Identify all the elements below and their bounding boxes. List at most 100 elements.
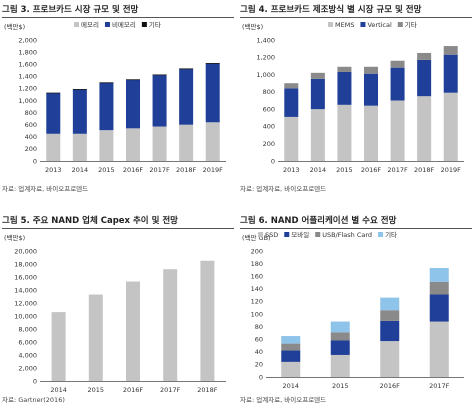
bar-segment: [364, 66, 378, 74]
legend-label: 기타: [149, 20, 161, 29]
y-tick-label: 200: [25, 145, 37, 153]
legend-swatch: [284, 232, 290, 237]
x-tick-label: 2013: [283, 166, 300, 174]
bar-segment: [380, 297, 400, 311]
bar-segment: [179, 69, 194, 125]
y-tick-label: 1,400: [18, 73, 37, 81]
bar-segment: [380, 310, 400, 321]
bar-segment: [46, 133, 61, 161]
y-axis-label: (백만$): [4, 233, 25, 242]
x-tick-label: 2018F: [197, 386, 218, 394]
y-tick-label: 1,000: [18, 97, 37, 105]
bar-segment: [364, 105, 378, 161]
bar-segment: [429, 281, 449, 295]
legend-label: 모바일: [291, 230, 309, 239]
bar-segment: [179, 68, 194, 70]
bar-segment: [284, 88, 299, 117]
chart-source: 자료: Gartner(2016): [2, 396, 65, 404]
chart-title: 그림 6. NAND 어플리케이션 별 수요 전망: [240, 216, 397, 226]
x-tick-label: 2015: [88, 386, 105, 394]
bar-segment: [281, 343, 301, 351]
bar-segment: [46, 92, 61, 94]
bar-segment: [152, 126, 167, 161]
y-tick-label: 180: [251, 260, 263, 268]
x-tick-label: 2014: [72, 166, 89, 174]
bar-segment: [281, 350, 301, 362]
bar: [200, 260, 215, 381]
y-tick-label: 14,000: [14, 286, 37, 294]
x-tick-label: 2015: [98, 166, 115, 174]
chart-svg: (백만$) 0 200 400 600 800 1,000 1,200 1,400 2013 201…: [242, 20, 464, 174]
y-tick-label: 1,200: [256, 54, 275, 62]
bar-segment: [417, 52, 432, 60]
y-tick-label: 400: [263, 123, 275, 131]
y-tick-label: 140: [251, 285, 263, 293]
x-tick-label: 2018F: [176, 166, 197, 174]
y-tick-label: 0: [33, 157, 37, 165]
legend-swatch: [378, 232, 384, 237]
y-tick-label: 40: [255, 348, 263, 356]
legend-label: 기타: [405, 20, 417, 29]
bar-segment: [390, 67, 405, 101]
bar-segment: [417, 96, 432, 161]
bar-segment: [46, 93, 61, 134]
bar-segment: [284, 83, 299, 89]
y-tick-label: 200: [251, 247, 263, 255]
bar-segment: [99, 130, 114, 161]
bar-segment: [205, 63, 220, 123]
bar-segment: [310, 78, 325, 110]
y-tick-label: 1,000: [256, 71, 275, 79]
y-tick-label: 600: [25, 121, 37, 129]
y-tick-label: 0: [33, 377, 37, 385]
legend-label: 비메모리: [112, 20, 136, 29]
y-tick-label: 2,000: [18, 36, 37, 44]
bar-segment: [72, 89, 87, 134]
x-tick-label: 2016F: [123, 386, 144, 394]
y-tick-label: 16,000: [14, 273, 37, 281]
bar-segment: [126, 128, 140, 161]
y-tick-label: 1,600: [18, 61, 37, 69]
bar-segment: [205, 62, 220, 64]
bar-segment: [337, 71, 352, 105]
legend-label: USB/Flash Card: [322, 231, 372, 239]
chart-title: 그림 3. 프로브카드 시장 규모 및 전망: [2, 5, 139, 15]
y-tick-label: 1,400: [256, 36, 275, 44]
x-tick-label: 2014: [282, 382, 299, 390]
bar-segment: [99, 82, 114, 131]
bar-segment: [152, 74, 167, 76]
y-tick-label: 2,000: [18, 364, 37, 372]
bar-segment: [72, 89, 87, 90]
bar-segment: [99, 82, 114, 84]
x-tick-label: 2017F: [160, 386, 181, 394]
bar-segment: [380, 320, 400, 342]
title-divider: [240, 17, 472, 18]
x-tick-label: 2016F: [361, 166, 382, 174]
x-tick-label: 2018F: [414, 166, 435, 174]
bar-segment: [330, 321, 350, 333]
x-tick-label: 2014: [310, 166, 327, 174]
x-tick-label: 2017F: [149, 166, 170, 174]
bar-segment: [337, 104, 352, 161]
x-tick-label: 2019F: [441, 166, 462, 174]
bar-segment: [126, 79, 140, 81]
legend-swatch: [360, 22, 366, 27]
y-tick-label: 0: [271, 157, 275, 165]
y-tick-label: 120: [251, 298, 263, 306]
bar-segment: [284, 116, 299, 161]
y-tick-label: 800: [263, 88, 275, 96]
y-tick-label: 12,000: [14, 299, 37, 307]
legend-swatch: [141, 22, 147, 27]
chart-source: 자료: 업계자료, 바이오프로덴드: [240, 185, 327, 193]
bar-segment: [443, 92, 458, 161]
legend-label: MEMS: [335, 21, 354, 29]
y-tick-label: 200: [263, 140, 275, 148]
x-tick-label: 2017F: [387, 166, 408, 174]
y-tick-label: 4,000: [18, 351, 37, 359]
chart-panel-nand-capex: 그림 5. 주요 NAND 업체 Capex 추이 및 전망 (백만$) 0 2,0…: [2, 214, 234, 406]
bar-segment: [429, 294, 449, 322]
title-divider: [2, 228, 234, 229]
x-tick-label: 2013: [45, 166, 62, 174]
bar: [163, 269, 178, 381]
y-tick-label: 0: [259, 373, 263, 381]
y-tick-label: 18,000: [14, 260, 37, 268]
